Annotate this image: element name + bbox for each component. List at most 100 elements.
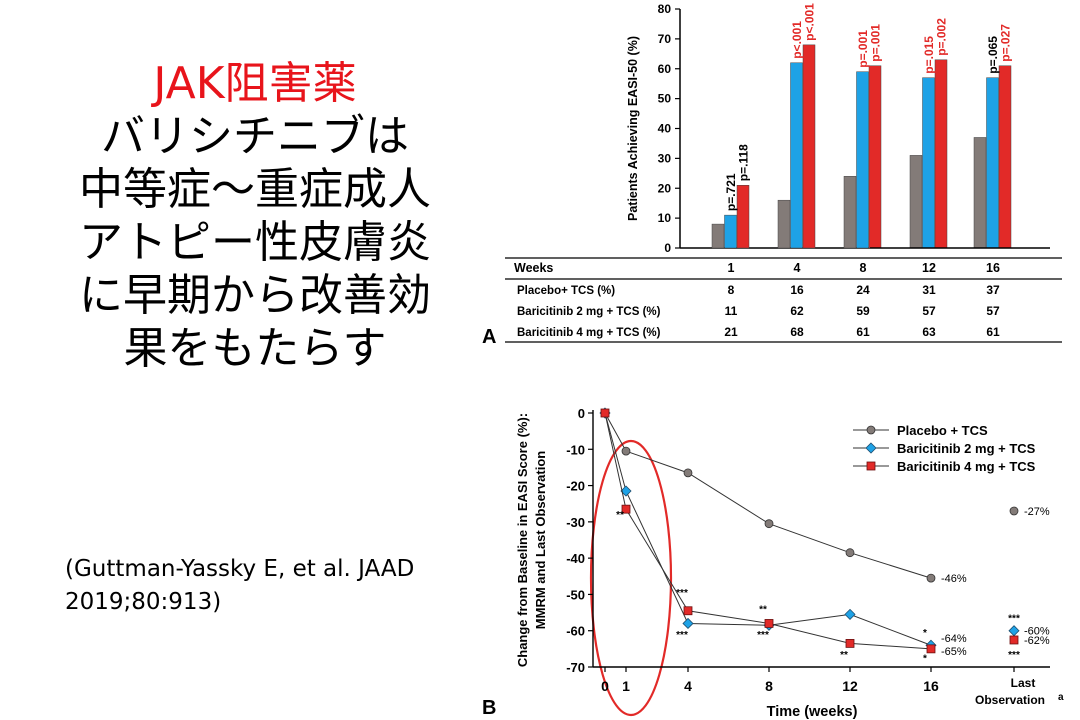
bar xyxy=(790,62,803,249)
significance-marker: *** xyxy=(1008,650,1020,661)
bar-y-tick-label: 80 xyxy=(658,2,672,16)
slide-title: JAK阻害薬 バリシチニブは 中等症～重症成人 アトピー性皮膚炎 に早期から改善… xyxy=(30,58,480,375)
table-cell: 11 xyxy=(725,304,738,318)
table-cell: 21 xyxy=(724,325,738,339)
line-y-axis-label-1: Change from Baseline in EASI Score (%): xyxy=(515,413,530,667)
series-line xyxy=(604,412,932,646)
table-row-label: Placebo+ TCS (%) xyxy=(517,285,615,297)
table-header-week: 4 xyxy=(794,261,801,275)
legend-marker xyxy=(865,442,877,454)
panel-label-b: B xyxy=(482,697,497,719)
table-cell: 68 xyxy=(790,325,804,339)
table-header-week: 1 xyxy=(728,261,735,275)
significance-marker: *** xyxy=(1008,614,1020,625)
significance-marker: ** xyxy=(759,605,767,616)
table-header-week: 12 xyxy=(922,261,936,275)
bar-y-tick-label: 0 xyxy=(664,241,671,255)
significance-marker: *** xyxy=(757,630,769,641)
line-y-axis-label-2: MMRM and Last Observation xyxy=(533,451,548,629)
title-line-3: アトピー性皮膚炎 xyxy=(79,217,431,268)
data-point xyxy=(682,617,694,630)
last-obs-point xyxy=(1009,506,1019,516)
table-header-weeks: Weeks xyxy=(514,261,553,275)
bar-pvalue: p=.118 xyxy=(736,144,750,181)
legend-marker xyxy=(866,461,876,471)
table-cell: 61 xyxy=(856,325,870,339)
data-point xyxy=(926,573,936,583)
citation: (Guttman-Yassky E, et al. JAAD 2019;80:9… xyxy=(65,553,485,619)
table-cell: 8 xyxy=(728,283,735,297)
last-obs-value-label: -60% xyxy=(1024,626,1050,638)
bar xyxy=(856,71,869,249)
legend-marker xyxy=(866,425,876,435)
table-row-label: Baricitinib 2 mg + TCS (%) xyxy=(517,306,661,318)
significance-marker: ** xyxy=(616,510,624,521)
line-x-axis-label: Time (weeks) xyxy=(767,704,858,720)
bar xyxy=(711,223,725,249)
bar-pvalue: p<.001 xyxy=(790,21,804,59)
bar-y-tick-label: 30 xyxy=(658,151,672,165)
data-point xyxy=(683,468,693,478)
bar-pvalue: p=.015 xyxy=(922,36,936,74)
data-point xyxy=(683,606,693,616)
data-point xyxy=(845,639,855,648)
bar-y-tick-label: 10 xyxy=(658,211,672,225)
data-point xyxy=(845,548,855,558)
bar-y-tick-label: 50 xyxy=(658,92,672,106)
bar-y-tick-label: 60 xyxy=(658,62,672,76)
line-y-tick-label: -20 xyxy=(566,479,585,494)
line-x-tick-label: 0 xyxy=(601,678,609,694)
series-line xyxy=(604,412,932,579)
bar-pvalue: p=.065 xyxy=(986,36,1000,74)
data-point xyxy=(764,519,774,529)
title-line-1: バリシチニブは xyxy=(101,111,409,162)
line-y-tick-label: -30 xyxy=(566,515,585,530)
bar-pvalue: p=.721 xyxy=(724,173,738,211)
table-cell: 37 xyxy=(986,283,1000,297)
bar xyxy=(802,44,816,249)
bar-y-axis-label: Patients Achieving EASI-50 (%) xyxy=(626,36,640,221)
table-header-week: 8 xyxy=(860,261,867,275)
title-line-2: 中等症～重症成人 xyxy=(79,164,431,215)
bar xyxy=(777,199,791,249)
legend-label: Baricitinib 4 mg + TCS xyxy=(897,459,1036,474)
last-obs-superscript: a xyxy=(1058,692,1064,703)
bar-y-tick-label: 70 xyxy=(658,32,672,46)
data-point xyxy=(844,608,856,620)
legend-label: Placebo + TCS xyxy=(897,423,988,438)
last-obs-label-1: Last xyxy=(1011,676,1036,690)
bar-y-tick-label: 20 xyxy=(658,181,672,195)
table-cell: 16 xyxy=(790,283,804,297)
table-cell: 24 xyxy=(856,283,870,297)
line-y-tick-label: -50 xyxy=(566,587,585,602)
table-header-week: 16 xyxy=(986,261,1000,275)
significance-marker: ** xyxy=(840,650,848,661)
bar-pvalue: p=.002 xyxy=(934,18,948,56)
line-y-tick-label: 0 xyxy=(578,406,585,421)
table-cell: 57 xyxy=(922,304,936,318)
table-row-label: Baricitinib 4 mg + TCS (%) xyxy=(517,327,661,339)
data-point xyxy=(600,408,610,418)
last-obs-point xyxy=(1009,635,1019,645)
line-y-tick-label: -40 xyxy=(566,551,585,566)
title-drug-class: JAK阻害薬 xyxy=(153,58,357,109)
line-x-tick-label: 4 xyxy=(684,678,692,694)
series-end-label: -65% xyxy=(941,646,967,658)
significance-marker: * xyxy=(923,654,927,665)
bar-pvalue: p=.001 xyxy=(868,24,882,62)
line-y-tick-label: -60 xyxy=(566,624,585,639)
series-end-label: -46% xyxy=(941,573,967,585)
significance-marker: *** xyxy=(676,630,688,641)
data-point xyxy=(764,619,774,628)
line-y-tick-label: -70 xyxy=(566,660,585,675)
bar-y-tick-label: 40 xyxy=(658,122,672,136)
bar-pvalue: p=.001 xyxy=(856,30,870,68)
last-obs-label-2: Observation xyxy=(975,693,1045,707)
legend-label: Baricitinib 2 mg + TCS xyxy=(897,441,1036,456)
line-x-tick-label: 8 xyxy=(765,678,773,694)
line-x-tick-label: 16 xyxy=(923,678,939,694)
table-cell: 59 xyxy=(856,304,870,318)
line-x-tick-label: 12 xyxy=(842,678,858,694)
